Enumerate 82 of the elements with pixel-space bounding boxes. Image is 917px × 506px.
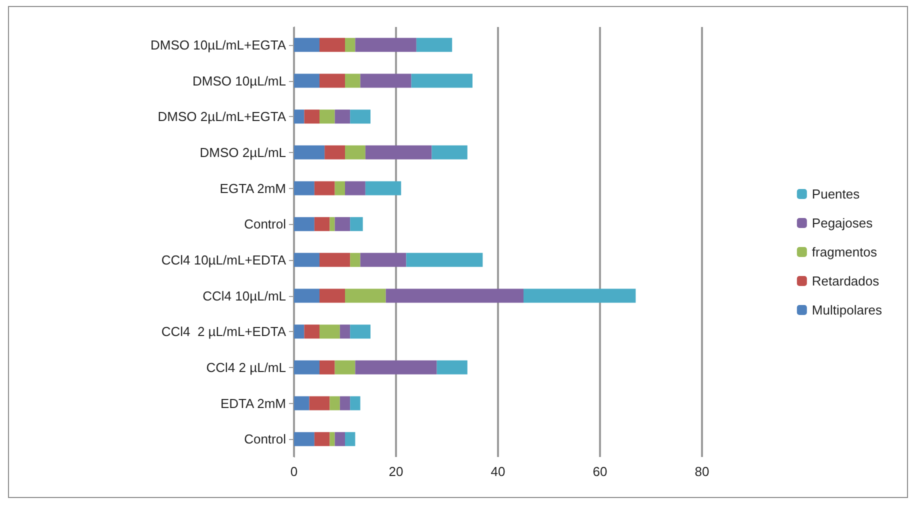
bar xyxy=(340,324,350,339)
bar xyxy=(406,252,483,267)
bar xyxy=(320,288,345,303)
bar xyxy=(294,181,314,196)
y-tick-label: DMSO 10µL/mL+EGTA xyxy=(150,37,286,52)
bar xyxy=(320,360,335,374)
bar xyxy=(314,217,330,232)
bar xyxy=(314,181,335,196)
x-tick-label: 0 xyxy=(290,464,298,479)
legend-label: fragmentos xyxy=(812,244,878,260)
bar xyxy=(432,145,468,160)
bar xyxy=(355,360,437,374)
y-tick-label: DMSO 10µL/mL xyxy=(192,73,286,88)
bar xyxy=(365,145,432,160)
bar xyxy=(330,217,335,232)
x-tick-label: 60 xyxy=(592,464,608,479)
bar xyxy=(304,110,320,124)
bar xyxy=(294,74,320,88)
bar xyxy=(294,38,320,52)
bar xyxy=(350,110,370,124)
bar xyxy=(320,324,340,339)
bar xyxy=(345,181,366,196)
bar xyxy=(334,110,350,124)
y-tick-label: Control xyxy=(244,432,286,447)
y-tick-label: CCl4 2 µL/mL+EDTA xyxy=(161,324,286,340)
bar xyxy=(355,38,416,52)
bar xyxy=(345,38,356,52)
bar xyxy=(334,432,345,446)
bar xyxy=(294,324,304,339)
x-tick-label: 80 xyxy=(694,464,710,479)
legend-label: Pegajoses xyxy=(812,216,874,230)
bar xyxy=(345,432,356,446)
bar xyxy=(294,288,320,303)
bar xyxy=(294,360,320,374)
bar xyxy=(324,145,345,160)
y-tick-label: DMSO 2µL/mL xyxy=(200,144,286,160)
bar xyxy=(334,360,356,374)
bar xyxy=(365,181,402,196)
bar xyxy=(524,288,636,303)
bar xyxy=(350,396,360,410)
bar xyxy=(294,252,320,267)
y-tick-label: CCl4 10µL/mL+EDTA xyxy=(161,252,286,268)
bar xyxy=(320,110,335,124)
y-tick-label: CCl4 10µL/mL xyxy=(202,288,286,304)
legend-label: Puentes xyxy=(812,186,860,202)
x-tick-label: 40 xyxy=(490,464,506,479)
bar xyxy=(334,217,350,232)
bar xyxy=(294,217,314,232)
bar xyxy=(350,217,363,232)
bar xyxy=(330,432,335,446)
bar xyxy=(350,324,370,339)
bar xyxy=(309,396,330,410)
bar xyxy=(416,38,452,52)
bar xyxy=(360,74,412,88)
legend-label: Retardados xyxy=(812,274,880,288)
bar xyxy=(314,432,330,446)
bar xyxy=(386,288,524,303)
y-tick-label: CCl4 2 µL/mL xyxy=(206,360,286,375)
bar xyxy=(350,252,360,267)
bar xyxy=(304,324,320,339)
y-tick-label: EDTA 2mM xyxy=(220,396,286,411)
y-tick-label: DMSO 2µL/mL+EGTA xyxy=(158,109,286,124)
bar xyxy=(294,145,325,160)
bar xyxy=(330,396,340,410)
bar xyxy=(320,38,345,52)
bar xyxy=(320,252,350,267)
bar xyxy=(334,181,345,196)
bar xyxy=(294,432,314,446)
y-tick-label: Control xyxy=(244,216,286,232)
bar xyxy=(320,74,345,88)
bar xyxy=(294,110,304,124)
x-tick-label: 20 xyxy=(388,464,404,479)
bar xyxy=(294,396,310,410)
legend-label: Multipolares xyxy=(812,302,882,318)
bar xyxy=(345,288,386,303)
bar xyxy=(411,74,472,88)
bar xyxy=(345,74,360,88)
bar xyxy=(436,360,468,374)
bar xyxy=(345,145,366,160)
bar xyxy=(360,252,406,267)
bar xyxy=(340,396,350,410)
y-tick-label: EGTA 2mM xyxy=(220,180,286,196)
